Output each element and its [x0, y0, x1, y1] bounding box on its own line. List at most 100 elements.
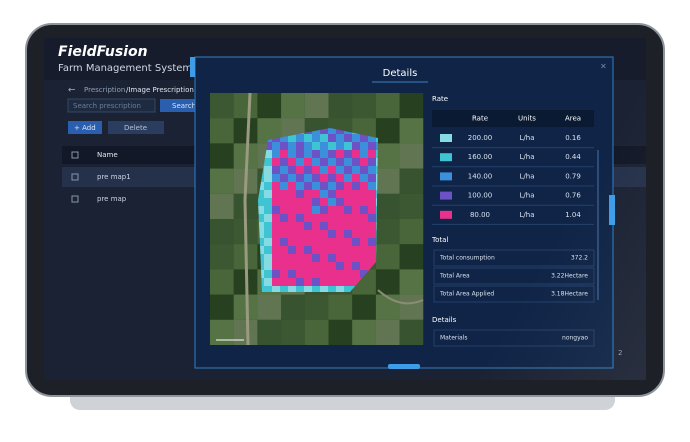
- prescription-cell: [296, 254, 304, 262]
- prescription-cell: [352, 206, 360, 214]
- prescription-cell: [312, 254, 320, 262]
- map-texture: [399, 93, 424, 119]
- map-texture: [328, 294, 353, 320]
- prescription-cell: [312, 128, 320, 134]
- rate-swatch: [440, 191, 452, 200]
- prescription-cell: [280, 142, 288, 150]
- search-placeholder: Search prescription: [73, 102, 141, 110]
- prescription-cell: [280, 214, 288, 222]
- breadcrumb-parent[interactable]: Prescription: [84, 86, 125, 94]
- prescription-cell: [272, 286, 280, 292]
- map-texture: [304, 294, 329, 320]
- section-title: Details: [432, 316, 457, 324]
- checkbox[interactable]: [71, 151, 79, 159]
- search-input[interactable]: [67, 98, 156, 113]
- prescription-cell: [264, 174, 272, 182]
- prescription-cell: [258, 198, 264, 206]
- prescription-cell: [344, 142, 352, 150]
- prescription-cell: [280, 198, 288, 206]
- prescription-cell: [272, 190, 280, 198]
- prescription-cell: [320, 222, 328, 230]
- prescription-cell: [344, 222, 352, 230]
- prescription-cell: [304, 190, 312, 198]
- map-texture: [210, 219, 234, 245]
- prescription-cell: [328, 166, 336, 174]
- prescription-cell: [288, 286, 296, 292]
- map-texture: [399, 168, 424, 194]
- prescription-cell: [296, 182, 304, 190]
- prescription-cell: [376, 150, 378, 158]
- prescription-cell: [272, 262, 280, 270]
- prescription-cell: [280, 278, 288, 286]
- rate-swatch: [440, 172, 452, 181]
- back-arrow[interactable]: ←: [68, 86, 76, 96]
- map-texture: [210, 93, 234, 119]
- prescription-cell: [296, 142, 304, 150]
- prescription-cell: [360, 214, 368, 222]
- prescription-cell: [320, 278, 328, 286]
- prescription-cell: [352, 230, 360, 238]
- prescription-cell: [272, 214, 280, 222]
- prescription-cell: [288, 246, 296, 254]
- prescription-cell: [320, 198, 328, 206]
- prescription-cell: [288, 270, 296, 278]
- prescription-cell: [336, 190, 344, 198]
- checkbox[interactable]: [71, 173, 79, 181]
- prescription-cell: [264, 158, 272, 166]
- prescription-cell: [264, 190, 272, 198]
- prescription-cell: [280, 238, 288, 246]
- add-button[interactable]: [68, 121, 102, 134]
- map-texture: [375, 319, 400, 345]
- prescription-cell: [328, 222, 336, 230]
- checkbox[interactable]: [71, 195, 79, 203]
- prescription-cell: [280, 150, 288, 158]
- delete-button[interactable]: [108, 121, 164, 134]
- prescription-cell: [360, 190, 368, 198]
- prescription-cell: [344, 278, 352, 286]
- prescription-cell: [336, 206, 344, 214]
- prescription-cell: [264, 262, 272, 270]
- prescription-cell: [368, 206, 376, 214]
- prescription-cell: [288, 174, 296, 182]
- prescription-cell: [352, 150, 360, 158]
- prescription-cell: [320, 158, 328, 166]
- prescription-cell: [376, 190, 378, 198]
- prescription-cell: [328, 182, 336, 190]
- prescription-cell: [344, 198, 352, 206]
- prescription-cell: [288, 206, 296, 214]
- prescription-cell: [344, 190, 352, 198]
- prescription-cell: [258, 238, 264, 246]
- prescription-cell: [312, 222, 320, 230]
- prescription-cell: [272, 158, 280, 166]
- map-texture: [304, 93, 329, 119]
- prescription-cell: [360, 174, 368, 182]
- map-texture: [281, 93, 305, 119]
- prescription-cell: [288, 254, 296, 262]
- prescription-cell: [368, 214, 376, 222]
- prescription-cell: [304, 174, 312, 182]
- prescription-cell: [280, 190, 288, 198]
- prescription-cell: [344, 238, 352, 246]
- map-texture: [210, 168, 234, 194]
- map-texture: [257, 319, 282, 345]
- modal-edge: [388, 364, 420, 369]
- prescription-cell: [288, 190, 296, 198]
- prescription-cell: [304, 238, 312, 246]
- prescription-cell: [280, 270, 288, 278]
- map-texture: [210, 244, 234, 270]
- prescription-cell: [328, 254, 336, 262]
- prescription-cell: [258, 222, 264, 230]
- prescription-cell: [344, 150, 352, 158]
- prescription-cell: [352, 142, 360, 150]
- prescription-cell: [280, 222, 288, 230]
- prescription-cell: [360, 166, 368, 174]
- prescription-cell: [320, 134, 328, 142]
- prescription-cell: [280, 206, 288, 214]
- map-texture: [375, 168, 400, 194]
- prescription-cell: [288, 134, 296, 142]
- prescription-cell: [336, 150, 344, 158]
- prescription-cell: [376, 166, 378, 174]
- prescription-cell: [360, 238, 368, 246]
- prescription-cell: [304, 286, 312, 292]
- prescription-cell: [288, 158, 296, 166]
